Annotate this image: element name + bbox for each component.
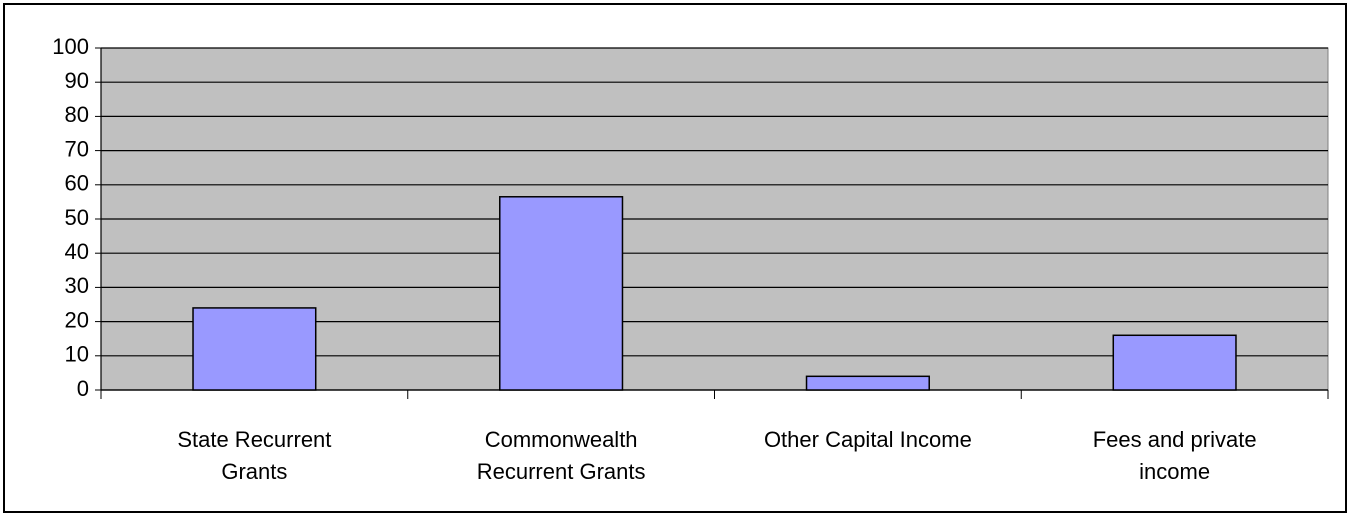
y-tick-label: 90 [65,68,89,93]
y-tick-label: 60 [65,171,89,196]
y-tick-label: 100 [52,34,89,59]
x-tick-label: Fees and private income [1092,427,1257,484]
x-tick-label: State Recurrent Grants [177,427,332,484]
bar [805,375,930,391]
x-tick-label: Other Capital Income [763,427,972,452]
y-tick-label: 50 [65,205,89,230]
y-tick-label: 80 [65,102,89,127]
y-tick-label: 40 [65,239,89,264]
y-tick-label: 0 [77,376,89,401]
y-tick-label: 10 [65,342,89,367]
x-tick-label: Commonwealth Recurrent Grants [476,427,646,484]
bar [192,307,317,391]
bar [1112,334,1237,391]
bar [499,196,624,391]
y-tick-label: 30 [65,273,89,298]
y-tick-label: 70 [65,136,89,161]
y-tick-label: 20 [65,307,89,332]
